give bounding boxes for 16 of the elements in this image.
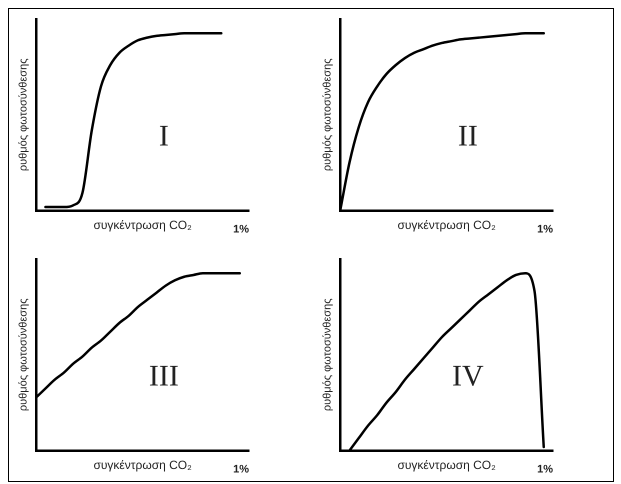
x-axis-title: συγκέντρωση CO₂ <box>93 458 192 472</box>
annotation: III <box>148 360 179 393</box>
x-axis-title: συγκέντρωση CO₂ <box>93 218 192 232</box>
text: 1% <box>537 224 554 236</box>
annotation: I <box>158 120 169 153</box>
annotation: II <box>458 120 478 153</box>
y-axis-title: ρυθμός φωτοσύνθεσης <box>322 298 334 412</box>
x-axis-title: συγκέντρωση CO₂ <box>397 458 496 472</box>
y-axis-title: ρυθμός φωτοσύνθεσης <box>18 298 30 412</box>
text: 1% <box>233 464 250 476</box>
text: 1% <box>537 464 554 476</box>
x-axis-title: συγκέντρωση CO₂ <box>397 218 496 232</box>
annotation: IV <box>452 360 484 393</box>
y-axis-title: ρυθμός φωτοσύνθεσης <box>18 58 30 172</box>
text: 1% <box>233 224 250 236</box>
y-axis-title: ρυθμός φωτοσύνθεσης <box>322 58 334 172</box>
